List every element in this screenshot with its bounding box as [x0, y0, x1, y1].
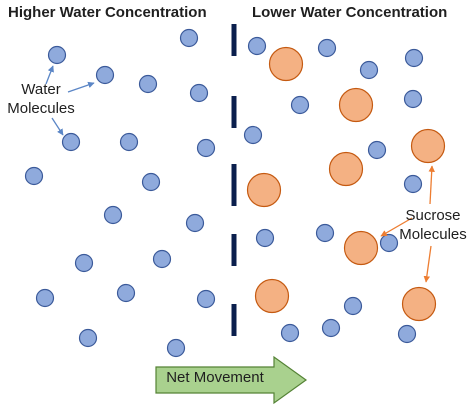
water-molecule: [196, 289, 216, 309]
water-molecule: [397, 324, 417, 344]
water-molecule: [119, 132, 139, 152]
label-pointers: [45, 65, 435, 283]
water-label-line1: Water: [21, 81, 61, 98]
water-molecule: [189, 83, 209, 103]
net-movement-label: Net Movement: [166, 369, 264, 386]
water-molecule: [247, 36, 267, 56]
water-molecule: [61, 132, 81, 152]
sucrose-molecule: [410, 128, 446, 164]
water-molecule: [74, 253, 94, 273]
water-molecule: [24, 166, 44, 186]
water-molecule: [280, 323, 300, 343]
water-molecule: [78, 328, 98, 348]
sucrose-molecule: [343, 230, 379, 266]
water-molecule: [47, 45, 67, 65]
water-pointer-arrow: [67, 81, 95, 93]
water-molecules-label: Water Molecules: [4, 80, 78, 118]
sucrose-molecules-label: Sucrose Molecules: [392, 206, 474, 244]
heading-higher-water: Higher Water Concentration: [8, 4, 207, 21]
water-molecule: [138, 74, 158, 94]
water-label-line2: Molecules: [7, 100, 75, 117]
water-molecule: [379, 233, 399, 253]
sucrose-molecule: [268, 46, 304, 82]
sucrose-molecule: [401, 286, 437, 322]
sucrose-pointer-arrow: [380, 217, 413, 237]
water-molecules: [24, 28, 424, 358]
water-molecule: [141, 172, 161, 192]
water-molecule: [116, 283, 136, 303]
water-molecule: [152, 249, 172, 269]
water-molecule: [315, 223, 335, 243]
sucrose-pointer-arrow: [428, 165, 435, 205]
sucrose-label-line1: Sucrose: [405, 207, 461, 224]
sucrose-label-line2: Molecules: [399, 226, 467, 243]
net-movement-arrow: [155, 355, 308, 405]
water-pointer-arrow: [45, 65, 54, 85]
water-molecule: [179, 28, 199, 48]
water-molecule: [243, 125, 263, 145]
water-molecule: [403, 89, 423, 109]
water-molecule: [35, 288, 55, 308]
water-molecule: [343, 296, 363, 316]
water-molecule: [359, 60, 379, 80]
sucrose-molecule: [246, 172, 282, 208]
water-molecule: [166, 338, 186, 358]
water-molecule: [290, 95, 310, 115]
sucrose-molecule: [254, 278, 290, 314]
sucrose-pointer-arrow: [423, 245, 432, 283]
heading-lower-water: Lower Water Concentration: [252, 4, 448, 21]
water-molecule: [103, 205, 123, 225]
sucrose-molecule: [328, 151, 364, 187]
water-molecule: [185, 213, 205, 233]
water-molecule: [367, 140, 387, 160]
water-molecule: [196, 138, 216, 158]
water-pointer-arrow: [51, 117, 64, 136]
water-molecule: [255, 228, 275, 248]
water-molecule: [95, 65, 115, 85]
water-molecule: [403, 174, 423, 194]
sucrose-molecule: [338, 87, 374, 123]
water-molecule: [404, 48, 424, 68]
water-molecule: [321, 318, 341, 338]
sucrose-molecules: [246, 46, 446, 322]
water-molecule: [317, 38, 337, 58]
